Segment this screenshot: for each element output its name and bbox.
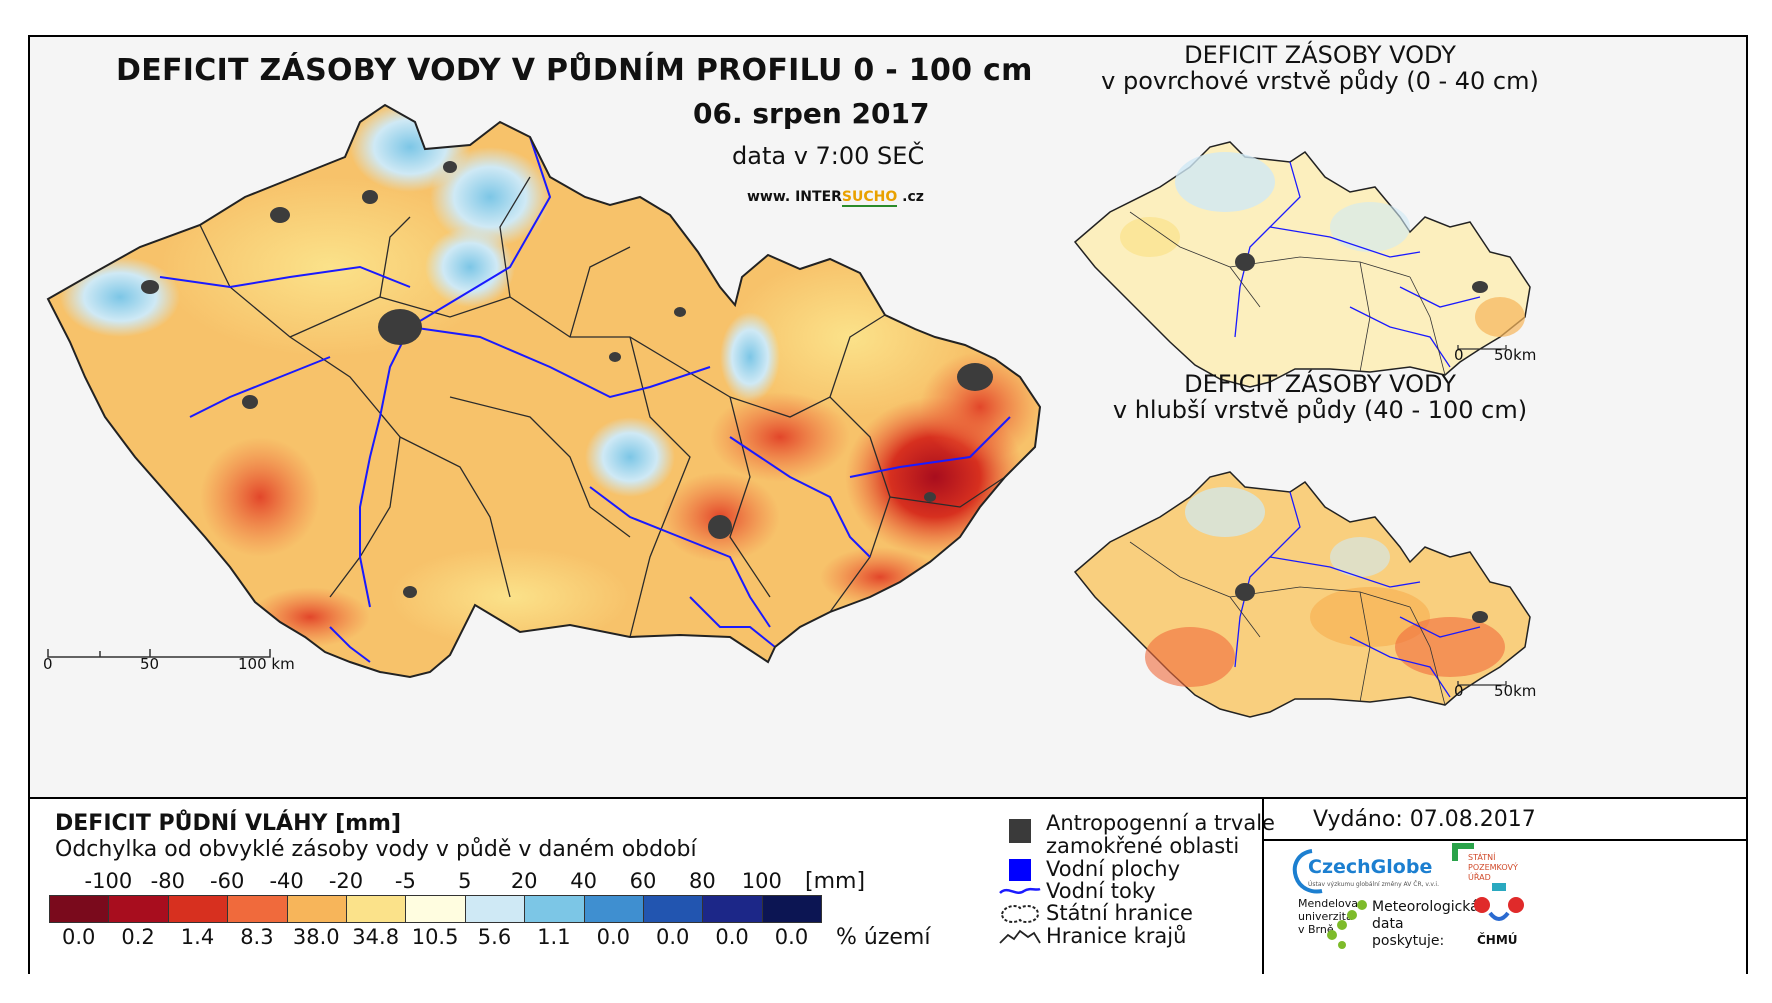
spu-logo-mark [1452,843,1474,849]
legend-class-label: 60 [629,869,657,893]
legend-percentage: 0.0 [715,925,749,949]
main-scale-label-100: 100 km [238,655,295,673]
czechglobe-name: CzechGlobe [1308,856,1433,878]
legend-class-label: -20 [328,869,364,893]
urban-area-label-1: Antropogenní a trvale [1046,811,1275,835]
legend-percentage: 1.1 [537,925,571,949]
legend-subtitle: Odchylka od obvyklé zásoby vody v půdě v… [55,837,697,862]
legend-percentage: 0.0 [655,925,690,949]
legend-percentage: 0.0 [774,925,809,949]
main-scale-label-0: 0 [43,655,53,673]
inset-bottom-title-1: DEFICIT ZÁSOBY VODY [1184,370,1456,398]
mendel-text-2: univerzita [1298,910,1353,923]
state-border-label: Státní hranice [1046,901,1193,925]
legend-class-label: 40 [570,869,597,893]
legend-divider [1262,799,1264,974]
legend-percentage: 1.4 [180,925,215,949]
czechglobe-sub: Ústav výzkumu globální změny AV ČR, v.v.… [1308,881,1439,888]
legend-swatch [702,895,763,923]
water-area-symbol [1009,859,1031,881]
website-highlight: SUCHO [841,189,898,207]
map-title: DEFICIT ZÁSOBY VODY V PŮDNÍM PROFILU 0 -… [116,53,1033,88]
legend-percentage: 0.2 [121,925,155,949]
main-map [46,103,1042,679]
map-date: 06. srpen 2017 [693,97,930,130]
legend-swatch [346,895,407,923]
meteo-text-2: data [1372,916,1404,932]
mendel-text-1: Mendelova [1298,897,1359,910]
inset-top-scale-0: 0 [1454,346,1464,364]
website-prefix: www. INTER [747,189,842,205]
urban-area-label-2: zamokřené oblasti [1046,834,1240,858]
legend-swatch [286,895,347,923]
region-border-label: Hranice krajů [1046,924,1187,948]
legend-panel: DEFICIT PŮDNÍ VLÁHY [mm] Odchylka od obv… [30,797,1746,974]
state-border-icon [1000,905,1040,923]
issued-divider [1264,839,1746,841]
legend-percentage: 8.3 [240,925,274,949]
legend-class-label: 5 [458,869,472,893]
main-scale-label-50: 50 [140,655,160,673]
legend-class-label: -5 [394,869,416,893]
legend-class-label: -100 [84,869,133,893]
river-icon [999,887,1041,894]
legend-unit: [mm] [805,869,866,894]
legend-swatch [643,895,704,923]
legend-swatch [405,895,466,923]
spu-text-2: POZEMKOVÝ [1468,863,1518,872]
legend-percentage: 38.0 [292,925,340,949]
spu-text-3: ÚŘAD [1468,873,1491,882]
issued-date: Vydáno: 07.08.2017 [1313,807,1536,832]
czechglobe-logo [1292,849,1323,894]
legend-class-label: 80 [689,869,716,893]
spu-logo-mark-2 [1452,843,1458,861]
website-suffix: .cz [897,189,924,205]
inset-top-title-2: v povrchové vrstvě půdy (0 - 40 cm) [1101,67,1539,95]
inset-top-scale-50: 50km [1494,346,1537,364]
legend-class-label: -80 [150,869,185,893]
inset-bottom-scale-50: 50km [1494,682,1537,700]
website-link[interactable]: www. INTERSUCHO .cz [747,189,924,207]
meteo-text-3: poskytuje: [1372,933,1445,949]
inset-top-title-1: DEFICIT ZÁSOBY VODY [1184,41,1456,69]
meteo-text-1: Meteorologická [1372,899,1479,915]
urban-area-symbol [1009,819,1031,843]
legend-class-label: -60 [210,869,245,893]
spu-text-1: STÁTNÍ [1468,853,1496,862]
legend-swatch [761,895,823,923]
mendel-dots-logo [1327,900,1367,949]
legend-swatch [167,895,229,923]
inset-bottom-scale-0: 0 [1454,682,1464,700]
legend-percentage: 0.0 [596,925,630,949]
legend-swatch [464,895,526,923]
inset-bottom-title-2: v hlubší vrstvě půdy (40 - 100 cm) [1112,396,1528,424]
legend-class-label: -40 [269,869,304,893]
region-border-icon [999,929,1041,944]
chmu-text: ČHMÚ [1477,933,1518,947]
legend-percentage: 5.6 [477,925,512,949]
data-time: data v 7:00 SEČ [732,142,925,170]
legend-class-label: 100 [741,869,782,893]
legend-class-label: 20 [510,869,538,893]
chmu-logo [1474,883,1524,921]
inset-top-map [1073,141,1531,388]
mendel-text-3: v Brně [1298,923,1334,936]
main-scale-bar [47,649,271,658]
legend-title: DEFICIT PŮDNÍ VLÁHY [mm] [55,811,402,836]
map-frame: 0 50 100 km DEFICIT ZÁSOBY VODY V PŮDNÍM… [28,35,1748,974]
legend-swatch [524,895,585,923]
legend-percentage: 10.5 [411,925,459,949]
legend-percentage: 0.0 [61,925,96,949]
legend-pct-unit: % území [836,925,931,950]
legend-percentage: 34.8 [352,925,400,949]
water-area-label: Vodní plochy [1046,857,1181,881]
legend-swatch [108,895,169,923]
legend-swatch [227,895,288,923]
legend-swatch [583,895,644,923]
legend-swatch [49,895,110,923]
inset-bottom-map [1073,471,1531,718]
river-label: Vodní toky [1046,879,1156,903]
